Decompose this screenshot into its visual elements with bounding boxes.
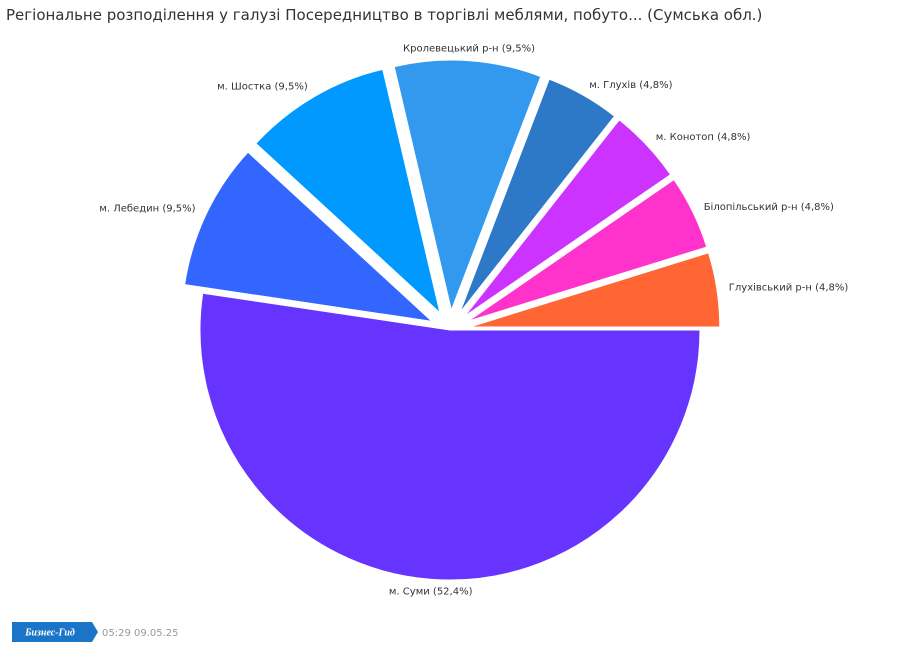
pie-slice bbox=[255, 68, 441, 315]
pie-slice bbox=[199, 292, 701, 581]
pie-slice bbox=[467, 178, 708, 322]
slice-label: м. Шостка (9,5%) bbox=[217, 82, 308, 93]
logo-badge bbox=[12, 622, 98, 642]
slice-label: м. Конотоп (4,8%) bbox=[656, 132, 751, 143]
chart-title: Регіональне розподілення у галузі Посере… bbox=[6, 6, 762, 24]
slice-label: Глухівський р-н (4,8%) bbox=[729, 282, 849, 294]
slice-label: Кролевецький р-н (9,5%) bbox=[403, 44, 535, 55]
footer-logo: Бизнес-Гид bbox=[12, 622, 98, 642]
pie-slice bbox=[459, 78, 616, 313]
pie-slice bbox=[469, 252, 721, 328]
timestamp: 05:29 09.05.25 bbox=[102, 628, 179, 639]
pie-slice bbox=[393, 59, 542, 312]
logo-text: Бизнес-Гид bbox=[24, 627, 75, 638]
slice-label: м. Лебедин (9,5%) bbox=[99, 203, 195, 214]
slice-label: м. Суми (52,4%) bbox=[389, 586, 473, 597]
slice-label: Білопільський р-н (4,8%) bbox=[704, 201, 834, 213]
pie-slice bbox=[184, 151, 434, 323]
slice-label: м. Глухів (4,8%) bbox=[589, 79, 672, 91]
pie-slice bbox=[464, 119, 672, 317]
